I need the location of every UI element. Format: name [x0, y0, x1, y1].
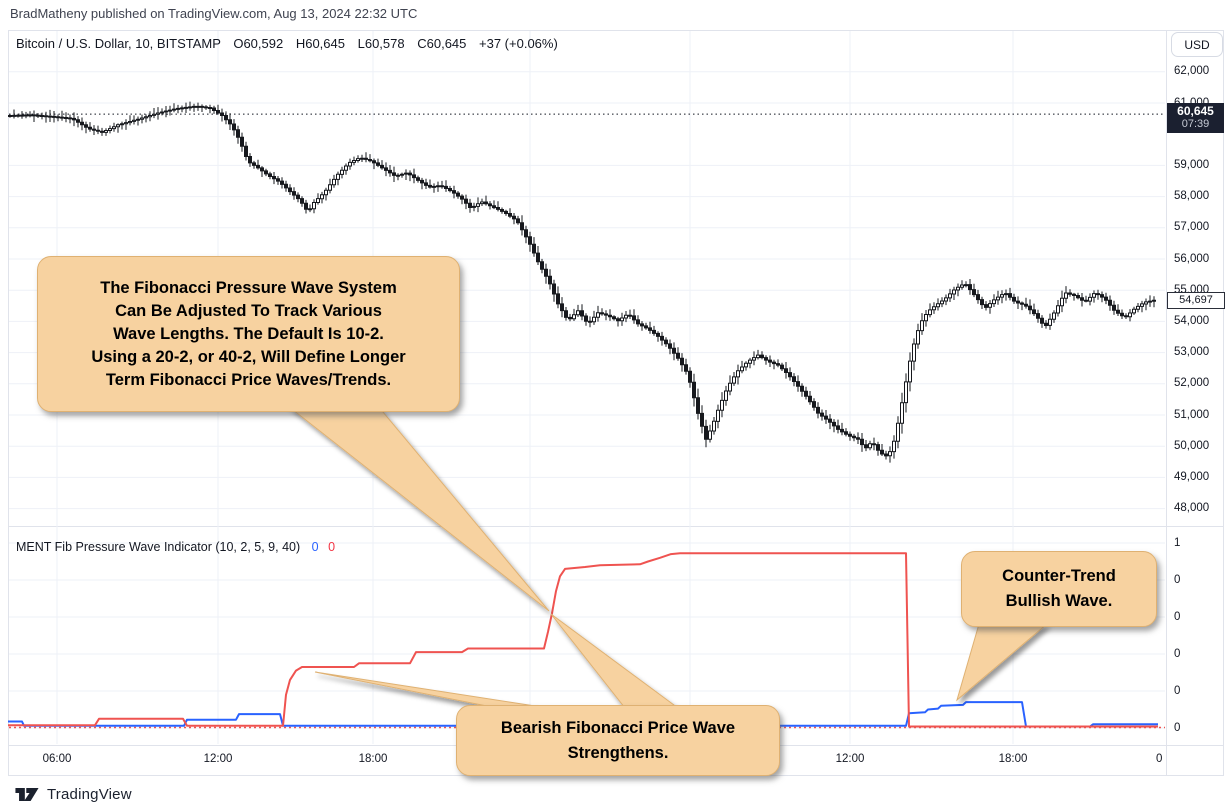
callout-bearish-wave-note[interactable]: Bearish Fibonacci Price Wave Strengthens…: [456, 705, 780, 776]
ohlc-high: H60,645: [295, 36, 345, 51]
tradingview-logo-icon: [15, 788, 39, 801]
time-tick-label: 06:00: [42, 753, 72, 765]
last-price-badge: 60,645 07:39: [1167, 103, 1224, 134]
symbol-title[interactable]: Bitcoin / U.S. Dollar, 10, BITSTAMP: [16, 36, 221, 51]
price-tick-label: 59,000: [1174, 158, 1210, 171]
time-tick-label: 12:00: [203, 753, 233, 765]
close-price-label: 54,697: [1167, 291, 1225, 309]
indicator-tick-label: 0: [1174, 721, 1181, 734]
indicator-name[interactable]: MENT Fib Pressure Wave Indicator (10, 2,…: [16, 540, 301, 554]
indicator-title[interactable]: MENT Fib Pressure Wave Indicator (10, 2,…: [16, 540, 335, 554]
indicator-tick-label: 0: [1174, 610, 1181, 623]
candles-down: [32, 105, 1128, 457]
price-tick-label: 49,000: [1174, 470, 1210, 483]
time-tick-label: 12:00: [835, 753, 865, 765]
indicator-tick-label: 0: [1174, 647, 1181, 660]
price-tick-label: 57,000: [1174, 221, 1210, 234]
indicator-tick-label: 0: [1174, 684, 1181, 697]
price-tick-label: 51,000: [1174, 408, 1210, 421]
ohlc-open: O60,592: [233, 36, 284, 51]
time-tick-label: 18:00: [998, 753, 1028, 765]
callout-fib-system-note[interactable]: The Fibonacci Pressure Wave System Can B…: [37, 256, 460, 412]
time-tick-label: 18:00: [358, 753, 388, 765]
price-axis-border: [1166, 30, 1167, 776]
pane-divider[interactable]: [8, 526, 1224, 527]
frame-top: [8, 30, 1224, 31]
indicator-tick-label: 1: [1174, 536, 1181, 549]
callout-counter-pointer: [956, 623, 1049, 702]
ohlc-low: L60,578: [357, 36, 405, 51]
price-tick-label: 56,000: [1174, 252, 1210, 265]
price-tick-label: 54,000: [1174, 314, 1210, 327]
bearish-pressure-wave-line: [8, 552, 1158, 728]
indicator-value-bear: 0: [328, 540, 336, 554]
bar-countdown: 07:39: [1181, 118, 1210, 131]
tradingview-brand-text: TradingView: [47, 786, 132, 803]
price-tick-label: 52,000: [1174, 377, 1210, 390]
price-tick-label: 50,000: [1174, 439, 1210, 452]
callout-bearish-pointer: [550, 613, 680, 709]
price-tick-label: 58,000: [1174, 190, 1210, 203]
callout-bearish-pointer: [314, 671, 549, 709]
currency-toggle-button[interactable]: USD: [1171, 32, 1223, 57]
tradingview-footer[interactable]: TradingView: [14, 786, 132, 803]
symbol-header: Bitcoin / U.S. Dollar, 10, BITSTAMP O60,…: [16, 36, 558, 51]
indicator-value-bull: 0: [311, 540, 319, 554]
time-axis-partial-label: 0: [1156, 753, 1163, 765]
candles-up: [8, 105, 1156, 457]
last-price-value: 60,645: [1177, 104, 1214, 119]
frame-left: [8, 30, 9, 776]
indicator-tick-label: 0: [1174, 573, 1181, 586]
ohlc-change: +37 (+0.06%): [479, 36, 558, 51]
publish-attribution: BradMatheny published on TradingView.com…: [10, 6, 418, 21]
callout-counter-trend-note[interactable]: Counter-Trend Bullish Wave.: [961, 551, 1157, 627]
ohlc-close: C60,645: [417, 36, 467, 51]
price-tick-label: 48,000: [1174, 502, 1210, 515]
frame-right: [1223, 30, 1224, 776]
price-tick-label: 53,000: [1174, 346, 1210, 359]
price-tick-label: 62,000: [1174, 65, 1210, 78]
